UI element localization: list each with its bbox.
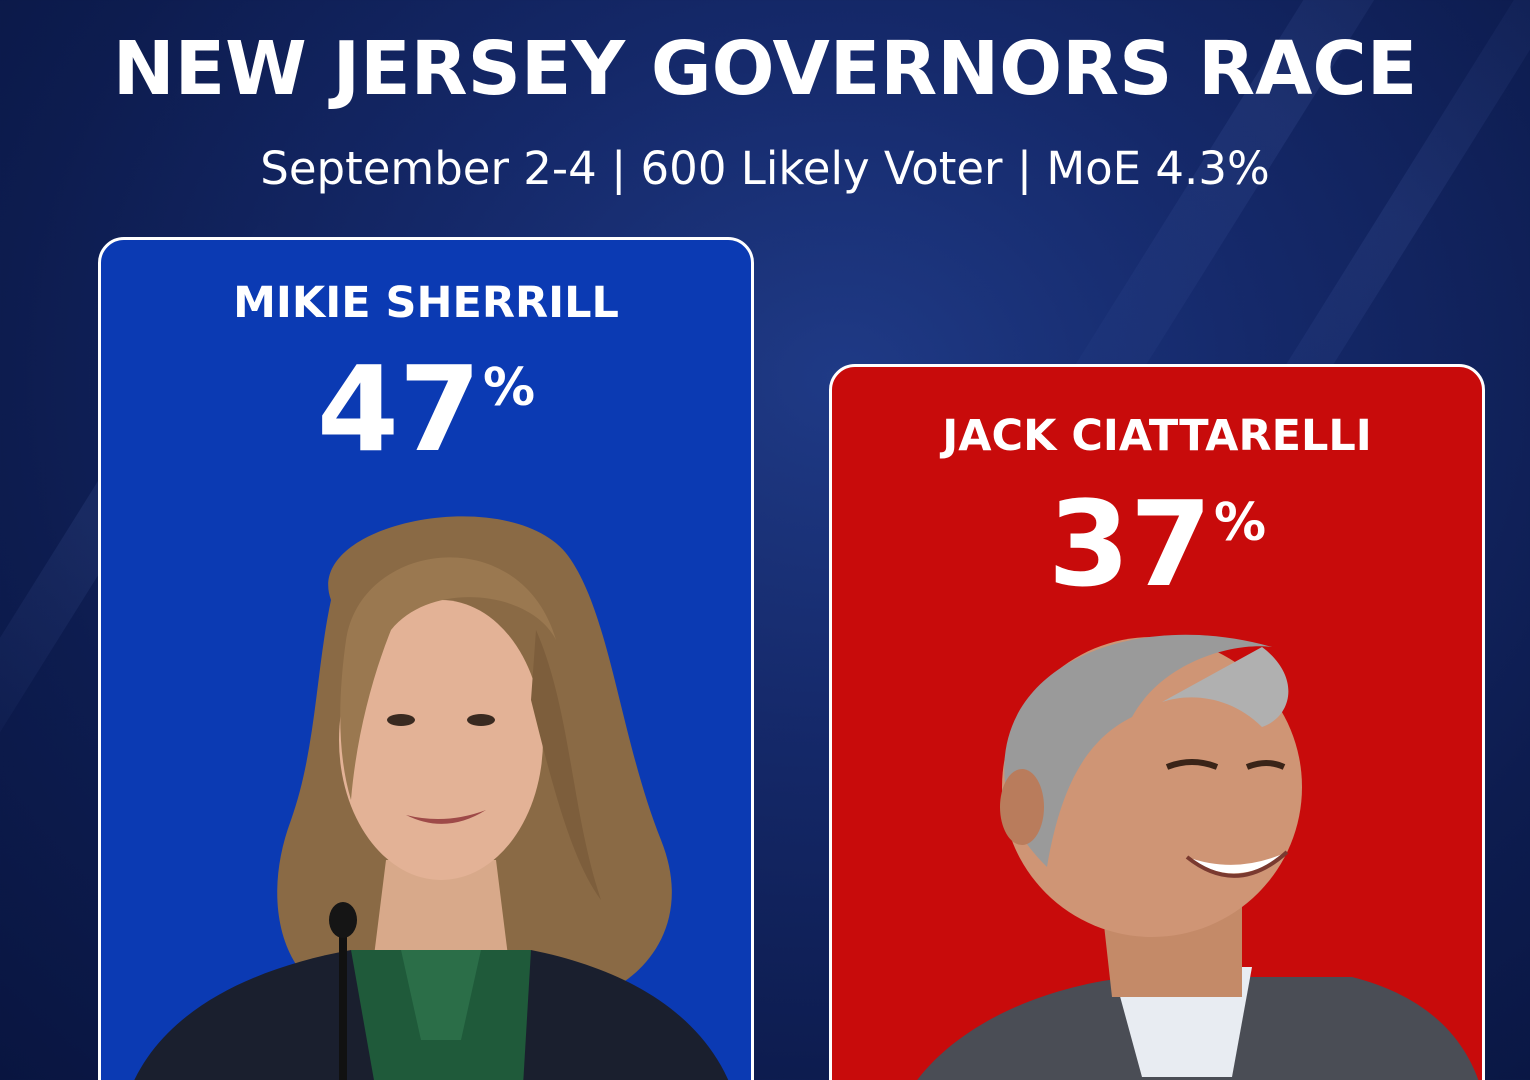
candidate-percentage: 47% [101, 350, 751, 468]
candidate-percentage: 37% [832, 485, 1482, 603]
bar-value-label: 47 [316, 340, 482, 478]
poll-details-subtitle: September 2-4 | 600 Likely Voter | MoE 4… [260, 142, 1270, 195]
percent-sign: % [483, 358, 536, 418]
candidate-photo-woman [134, 516, 729, 1080]
candidate-card-ciattarelli: JACK CIATTARELLI 37% [829, 364, 1485, 1080]
percent-sign: % [1214, 493, 1267, 553]
candidate-name: MIKIE SHERRILL [233, 278, 619, 328]
candidate-name: JACK CIATTARELLI [942, 411, 1372, 461]
bar-value-label: 37 [1047, 475, 1213, 613]
candidate-photo-man [917, 634, 1479, 1080]
candidate-card-sherrill: MIKIE SHERRILL 47% [98, 237, 754, 1080]
page-title: NEW JERSEY GOVERNORS RACE [112, 26, 1418, 112]
